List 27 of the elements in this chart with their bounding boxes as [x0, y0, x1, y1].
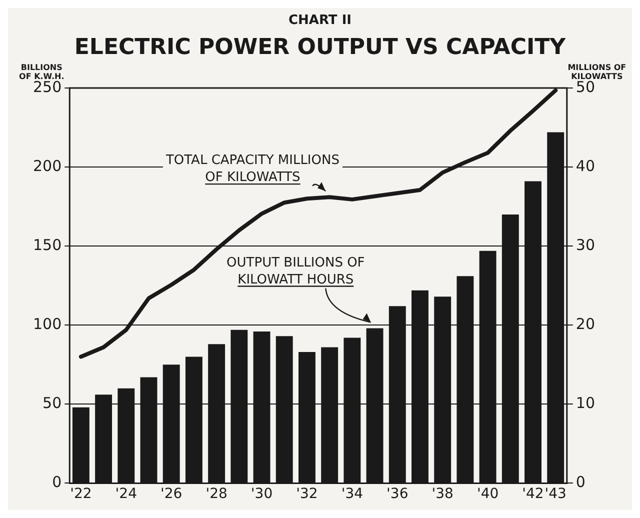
x-tick-label: '22: [70, 486, 92, 502]
text: CHART II: [288, 13, 352, 28]
x-tick-label: '34: [341, 486, 364, 502]
x-tick-label: '26: [160, 486, 182, 502]
y2-tick-label: 30: [576, 236, 596, 254]
x-tick-label: '43: [544, 486, 566, 502]
x-tick-label: '30: [250, 486, 273, 502]
y-tick-label: 0: [52, 473, 62, 492]
y2-tick-label: 10: [576, 394, 596, 412]
y-tick-label: 200: [32, 156, 62, 175]
text: OUTPUT BILLIONS OF KILOWATT HOURS: [226, 255, 365, 288]
y2-axis-title: MILLIONS OF KILOWATTS: [568, 63, 626, 81]
x-tick-label: '40: [476, 486, 499, 502]
x-tick-label: '36: [386, 486, 408, 502]
x-tick-label: '38: [432, 486, 454, 502]
x-tick-label: '32: [296, 486, 318, 502]
y2-tick-label: 20: [576, 315, 596, 334]
x-tick-label: '24: [115, 486, 138, 502]
y-tick-label: 100: [32, 315, 62, 334]
series-label: TOTAL CAPACITY MILLIONS OF KILOWATTS: [164, 153, 340, 186]
x-tick-label: '28: [206, 486, 228, 502]
chart-title: ELECTRIC POWER OUTPUT VS CAPACITY: [74, 35, 567, 60]
y-tick-label: 150: [32, 236, 62, 254]
y2-tick-label: 40: [576, 156, 596, 175]
y2-tick-label: 0: [576, 473, 586, 492]
x-tick-label: '42: [522, 486, 544, 502]
y-tick-label: 50: [42, 394, 62, 412]
